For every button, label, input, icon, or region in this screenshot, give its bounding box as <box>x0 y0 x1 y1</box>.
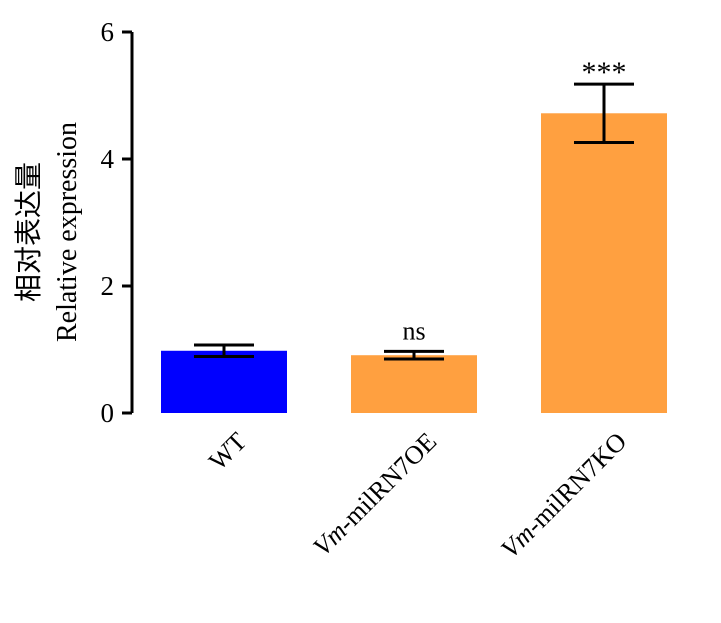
significance-labels: ns *** <box>402 56 626 345</box>
x-category-label: WT <box>203 427 252 476</box>
y-axis-label-cn: 相对表达量 <box>13 162 45 302</box>
x-category-label-suffix: -milRN7KO <box>520 427 632 539</box>
x-category-label-suffix: -milRN7OE <box>332 427 442 537</box>
x-axis-category-labels: WT Vm-milRN7OE Vm-milRN7KO <box>203 427 632 564</box>
x-category-label: Vm-milRN7KO <box>495 427 632 564</box>
y-axis-ticks: 0 2 4 6 <box>101 17 132 428</box>
bar <box>161 350 287 413</box>
y-tick-label: 2 <box>101 271 115 301</box>
y-axis-label: 相对表达量 Relative expression <box>13 122 83 342</box>
y-tick-label: 4 <box>101 144 115 174</box>
bars <box>161 113 667 413</box>
y-tick-label: 6 <box>101 17 115 47</box>
significance-label: ns <box>402 316 425 345</box>
significance-label: *** <box>582 56 627 89</box>
x-category-label: Vm-milRN7OE <box>307 427 442 562</box>
y-tick-label: 0 <box>101 398 115 428</box>
x-category-label-suffix: WT <box>203 427 252 476</box>
y-axis-label-en: Relative expression <box>52 122 83 342</box>
bar <box>351 355 477 413</box>
error-bars <box>194 82 634 361</box>
bar <box>541 113 667 413</box>
